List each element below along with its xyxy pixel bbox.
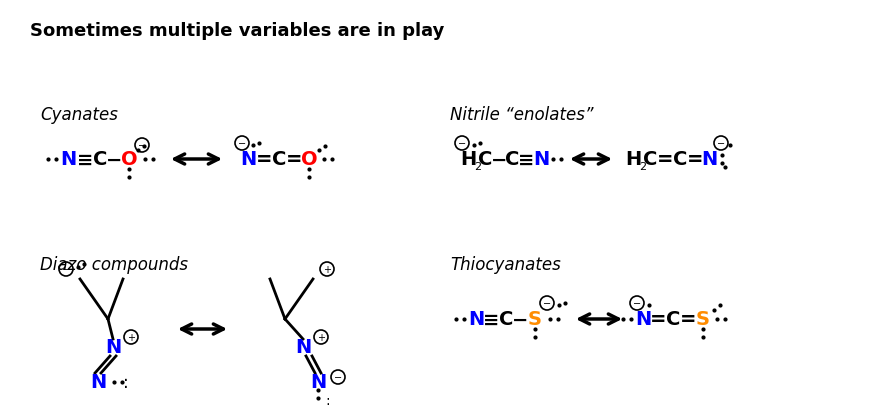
Text: ≡: ≡ bbox=[483, 310, 499, 329]
Text: =: = bbox=[687, 150, 703, 169]
Text: C: C bbox=[505, 150, 519, 169]
Text: N: N bbox=[105, 338, 121, 357]
Text: −: − bbox=[717, 139, 725, 148]
Text: C: C bbox=[499, 310, 514, 329]
Text: N: N bbox=[635, 310, 651, 329]
Text: ≡: ≡ bbox=[77, 150, 93, 169]
Text: Nitrile “enolates”: Nitrile “enolates” bbox=[450, 106, 594, 124]
Text: N: N bbox=[310, 373, 326, 391]
Text: S: S bbox=[696, 310, 710, 329]
Text: −: − bbox=[138, 141, 146, 151]
Text: −: − bbox=[491, 150, 508, 169]
Text: H: H bbox=[625, 150, 641, 169]
Text: C: C bbox=[673, 150, 687, 169]
Text: Diazo compounds: Diazo compounds bbox=[40, 255, 188, 273]
Text: O: O bbox=[120, 150, 137, 169]
Text: ≡: ≡ bbox=[518, 150, 535, 169]
Text: N: N bbox=[468, 310, 484, 329]
Text: +: + bbox=[317, 332, 325, 342]
Text: −: − bbox=[543, 298, 551, 308]
Text: −: − bbox=[106, 150, 122, 169]
Text: N: N bbox=[701, 150, 717, 169]
Text: N: N bbox=[60, 150, 76, 169]
Text: =: = bbox=[657, 150, 673, 169]
Text: −: − bbox=[458, 139, 466, 148]
Text: =: = bbox=[650, 310, 666, 329]
Text: N: N bbox=[90, 373, 106, 391]
Text: C: C bbox=[478, 150, 492, 169]
Text: +: + bbox=[127, 332, 135, 342]
Text: S: S bbox=[528, 310, 542, 329]
Text: −: − bbox=[334, 372, 342, 382]
Text: 2: 2 bbox=[474, 162, 481, 172]
Text: C: C bbox=[643, 150, 657, 169]
Text: =: = bbox=[286, 150, 303, 169]
Text: −: − bbox=[633, 298, 641, 308]
Text: :: : bbox=[123, 373, 129, 391]
Text: C: C bbox=[272, 150, 286, 169]
Text: −: − bbox=[512, 310, 528, 329]
Text: O: O bbox=[301, 150, 317, 169]
Text: N: N bbox=[240, 150, 256, 169]
Text: −: − bbox=[62, 264, 70, 274]
Text: N: N bbox=[295, 338, 311, 357]
Text: 2: 2 bbox=[639, 162, 646, 172]
Text: C: C bbox=[666, 310, 680, 329]
Text: =: = bbox=[255, 150, 272, 169]
Text: H: H bbox=[460, 150, 476, 169]
Text: +: + bbox=[323, 264, 331, 274]
Text: Thiocyanates: Thiocyanates bbox=[450, 255, 561, 273]
Text: :: : bbox=[325, 393, 330, 407]
Text: Sometimes multiple variables are in play: Sometimes multiple variables are in play bbox=[30, 22, 445, 40]
Text: Cyanates: Cyanates bbox=[40, 106, 118, 124]
Text: −: − bbox=[238, 139, 246, 148]
Text: =: = bbox=[680, 310, 696, 329]
Text: N: N bbox=[533, 150, 549, 169]
Text: C: C bbox=[92, 150, 107, 169]
